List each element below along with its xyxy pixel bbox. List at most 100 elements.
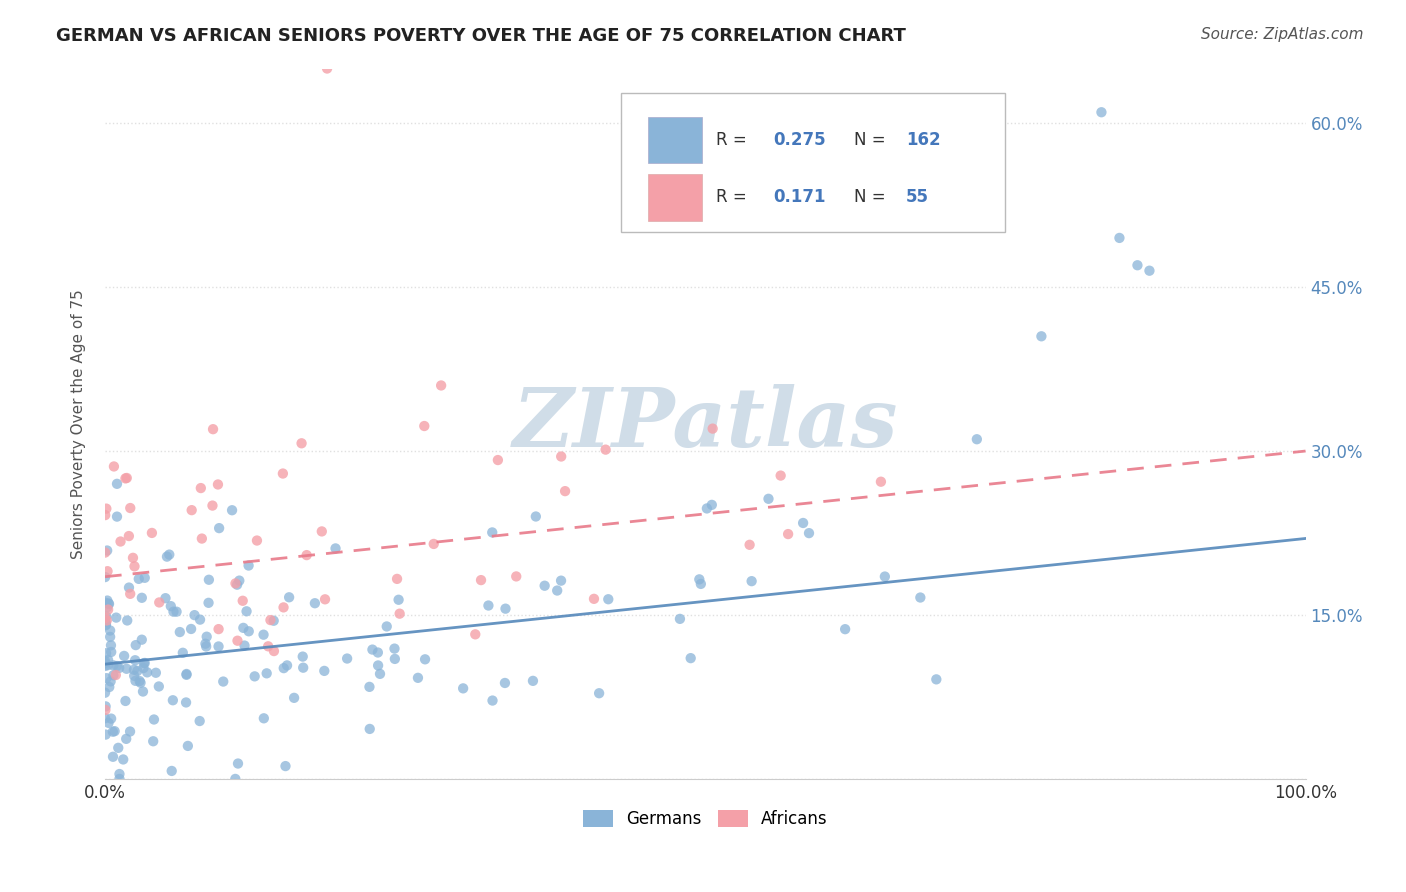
Point — [522, 673, 544, 688]
Point — [253, 711, 276, 725]
Point — [741, 574, 763, 589]
Point — [274, 759, 297, 773]
Point — [97, 597, 120, 611]
Point — [873, 569, 896, 583]
Point — [198, 573, 221, 587]
Point — [304, 596, 326, 610]
Point — [314, 592, 336, 607]
Point — [94, 570, 117, 584]
Point — [94, 618, 117, 632]
Point — [115, 614, 138, 628]
Point — [278, 591, 301, 605]
Point — [172, 646, 194, 660]
Point — [233, 639, 256, 653]
Point — [107, 740, 129, 755]
Text: GERMAN VS AFRICAN SENIORS POVERTY OVER THE AGE OF 75 CORRELATION CHART: GERMAN VS AFRICAN SENIORS POVERTY OVER T… — [56, 27, 905, 45]
Point — [290, 436, 312, 450]
Point — [115, 662, 138, 676]
Text: 0.275: 0.275 — [773, 131, 827, 149]
Text: R =: R = — [716, 131, 752, 149]
Point — [100, 712, 122, 726]
Point — [221, 503, 243, 517]
Point — [738, 538, 761, 552]
Point — [550, 574, 572, 588]
Point — [104, 724, 127, 739]
Point — [96, 609, 118, 624]
Point — [481, 525, 503, 540]
Point — [384, 652, 406, 666]
Point — [195, 630, 218, 644]
Point — [291, 649, 314, 664]
Point — [180, 622, 202, 636]
Point — [273, 661, 295, 675]
Point — [263, 644, 285, 658]
Point — [118, 529, 141, 543]
Point — [96, 671, 118, 685]
Point — [368, 666, 391, 681]
Point — [183, 608, 205, 623]
Point — [114, 471, 136, 485]
Point — [142, 734, 165, 748]
Point — [336, 651, 359, 665]
Point — [96, 600, 118, 615]
Point — [197, 596, 219, 610]
Point — [129, 675, 152, 690]
Point — [94, 659, 117, 673]
Point — [470, 573, 492, 587]
Point — [96, 543, 118, 558]
Point — [367, 646, 389, 660]
Point — [94, 596, 117, 610]
Point — [207, 622, 229, 636]
Point — [176, 667, 198, 681]
Point — [232, 594, 254, 608]
Point — [180, 503, 202, 517]
Point — [226, 633, 249, 648]
Text: 55: 55 — [905, 188, 929, 206]
Point — [120, 724, 142, 739]
Point — [207, 640, 229, 654]
Text: ZIPatlas: ZIPatlas — [513, 384, 898, 464]
Point — [232, 621, 254, 635]
Point — [925, 673, 948, 687]
Point — [124, 673, 146, 688]
Point — [494, 676, 516, 690]
Point — [162, 605, 184, 619]
FancyBboxPatch shape — [621, 94, 1005, 232]
Point — [108, 772, 131, 786]
Point — [375, 619, 398, 633]
Point — [311, 524, 333, 539]
Point — [101, 749, 124, 764]
Point — [94, 615, 117, 629]
Point — [96, 501, 118, 516]
Point — [430, 378, 453, 392]
Point — [105, 509, 128, 524]
Point — [524, 509, 547, 524]
Point — [155, 591, 177, 606]
Point — [132, 661, 155, 675]
Point — [228, 574, 250, 588]
Point — [94, 545, 117, 559]
Point — [224, 576, 246, 591]
Point — [359, 722, 381, 736]
Point — [108, 661, 131, 675]
Point — [94, 508, 117, 522]
FancyBboxPatch shape — [648, 117, 702, 163]
Point — [598, 592, 620, 607]
Point — [162, 693, 184, 707]
Point — [112, 648, 135, 663]
Point — [96, 593, 118, 607]
Point — [131, 632, 153, 647]
Point — [384, 641, 406, 656]
Point — [105, 610, 128, 624]
Point — [224, 772, 246, 786]
Point — [94, 703, 117, 717]
Point — [910, 591, 932, 605]
Point — [243, 669, 266, 683]
Point — [101, 724, 124, 739]
Point — [226, 756, 249, 771]
Point — [105, 659, 128, 673]
Point — [252, 628, 274, 642]
Point — [97, 602, 120, 616]
Point — [295, 548, 318, 562]
Point — [870, 475, 893, 489]
